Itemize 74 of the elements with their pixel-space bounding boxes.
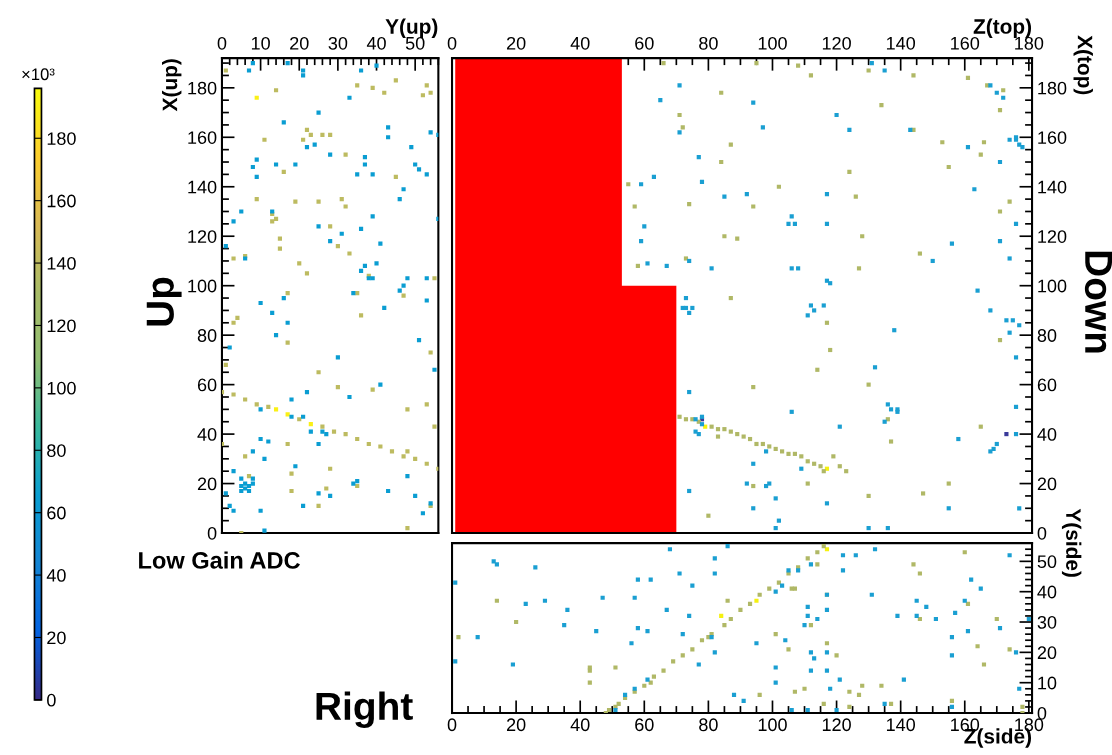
color-bar-label: 0 bbox=[47, 693, 56, 707]
x-tick-label: 120 bbox=[822, 36, 851, 50]
x-tick-label: 20 bbox=[506, 718, 526, 732]
point bbox=[308, 422, 313, 427]
y-tick-label: 0 bbox=[1037, 706, 1047, 720]
y-tick-label: 120 bbox=[1038, 230, 1067, 243]
x-tick-label: 60 bbox=[635, 718, 654, 732]
y-tick-label: 30 bbox=[1037, 615, 1057, 629]
y-tick-label: 20 bbox=[1037, 477, 1057, 491]
x-axis-title: Z(top) bbox=[973, 18, 1032, 38]
color-bar-label: 180 bbox=[47, 132, 76, 145]
x-tick-label: 100 bbox=[758, 718, 787, 732]
x-tick-label: 120 bbox=[822, 718, 851, 732]
y-axis-title: Y(side) bbox=[1061, 508, 1082, 577]
color-bar-label: 100 bbox=[47, 381, 76, 395]
x-axis-title: Y(up) bbox=[385, 18, 438, 38]
color-bar-label: 140 bbox=[47, 257, 76, 270]
color-bar-label: 40 bbox=[46, 569, 66, 582]
x-tick-label: 140 bbox=[886, 36, 916, 50]
y-tick-label: 120 bbox=[188, 230, 217, 243]
text: Low Gain ADC bbox=[139, 551, 300, 569]
y-tick-label: 160 bbox=[1038, 131, 1067, 144]
y-tick-label: 10 bbox=[1038, 676, 1057, 690]
y-tick-label: 140 bbox=[1038, 180, 1067, 194]
y-axis-title: X(up) bbox=[162, 59, 182, 112]
text: Right bbox=[316, 691, 413, 728]
y-tick-label: 80 bbox=[1037, 329, 1057, 342]
color-bar-label: 80 bbox=[47, 444, 66, 457]
y-tick-label: 50 bbox=[1037, 555, 1057, 569]
x-tick-label: 20 bbox=[506, 36, 526, 50]
text: Up bbox=[146, 277, 182, 326]
point bbox=[1004, 432, 1009, 437]
x-tick-label: 60 bbox=[635, 36, 654, 50]
y-tick-label: 100 bbox=[188, 279, 217, 293]
x-tick-label: 100 bbox=[758, 36, 787, 50]
x-tick-label: 40 bbox=[366, 36, 386, 50]
color-bar-label: 160 bbox=[47, 194, 76, 208]
y-tick-label: 180 bbox=[1038, 81, 1067, 95]
point bbox=[754, 598, 759, 603]
color-bar-label: 20 bbox=[47, 631, 66, 645]
x-tick-label: 40 bbox=[570, 36, 590, 50]
color-bar-label: 60 bbox=[47, 506, 66, 520]
y-tick-label: 0 bbox=[207, 526, 217, 540]
y-tick-label: 40 bbox=[197, 428, 217, 441]
color-bar-label: 120 bbox=[47, 319, 76, 333]
x-tick-label: 10 bbox=[251, 36, 270, 50]
y-tick-label: 100 bbox=[1038, 279, 1067, 293]
x-tick-label: 0 bbox=[217, 36, 227, 50]
y-tick-label: 180 bbox=[188, 81, 217, 95]
x-tick-label: 160 bbox=[951, 36, 980, 50]
x-tick-label: 30 bbox=[328, 36, 348, 50]
x-tick-label: 0 bbox=[447, 36, 457, 50]
y-axis-title: X(top) bbox=[1073, 35, 1093, 95]
point bbox=[254, 95, 259, 100]
y-tick-label: 80 bbox=[197, 329, 217, 342]
x-tick-label: 80 bbox=[699, 718, 718, 732]
x-tick-label: 80 bbox=[699, 36, 718, 50]
y-tick-label: 0 bbox=[1037, 526, 1047, 540]
y-tick-label: 40 bbox=[1037, 428, 1057, 441]
y-tick-label: 60 bbox=[197, 378, 217, 392]
y-tick-label: 40 bbox=[1037, 585, 1057, 599]
x-tick-label: 40 bbox=[570, 718, 590, 732]
y-tick-label: 160 bbox=[188, 131, 217, 144]
text: Down bbox=[1084, 251, 1112, 353]
x-tick-label: 0 bbox=[447, 718, 457, 732]
color-bar-title: ×10³ bbox=[22, 68, 55, 81]
y-tick-label: 20 bbox=[197, 477, 217, 491]
x-tick-label: 140 bbox=[886, 718, 916, 732]
y-tick-label: 20 bbox=[1037, 646, 1057, 660]
point bbox=[273, 407, 279, 412]
y-tick-label: 60 bbox=[1037, 378, 1057, 392]
x-tick-label: 20 bbox=[290, 36, 309, 50]
y-tick-label: 140 bbox=[188, 180, 217, 194]
point bbox=[719, 613, 724, 619]
